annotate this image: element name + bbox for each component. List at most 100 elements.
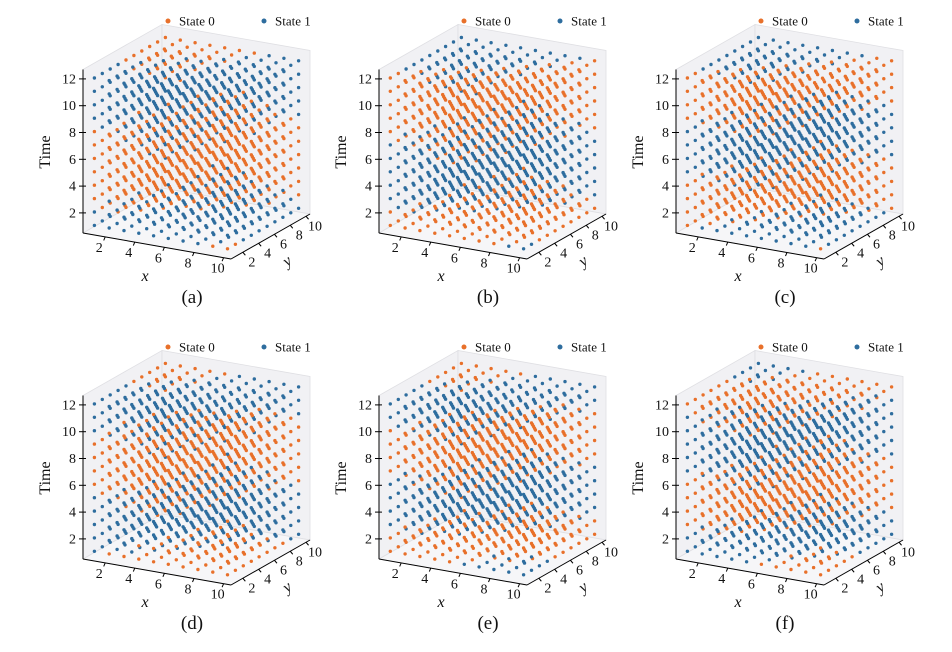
data-point xyxy=(447,113,452,117)
data-point xyxy=(866,126,870,130)
data-point xyxy=(834,117,839,121)
x-tick xyxy=(221,583,225,588)
data-point xyxy=(130,416,134,420)
z-tick-label: 12 xyxy=(62,72,76,87)
z-tick-label: 2 xyxy=(69,532,76,547)
data-point xyxy=(818,166,823,170)
data-point xyxy=(160,396,165,400)
data-point xyxy=(148,370,152,375)
data-point xyxy=(866,72,870,77)
data-point xyxy=(804,97,808,101)
data-point xyxy=(492,121,496,125)
data-point xyxy=(257,488,261,492)
data-point xyxy=(249,465,253,470)
data-point xyxy=(289,103,293,108)
data-point xyxy=(273,220,277,224)
data-point xyxy=(241,130,245,135)
data-point xyxy=(155,40,160,44)
data-point xyxy=(433,164,437,168)
data-point xyxy=(107,212,111,217)
data-point xyxy=(403,105,407,110)
data-point xyxy=(842,112,846,117)
data-point xyxy=(151,519,156,524)
data-point xyxy=(537,117,542,121)
data-point xyxy=(842,99,846,103)
data-point xyxy=(477,158,481,163)
data-point xyxy=(233,555,238,559)
z-tick-label: 6 xyxy=(69,479,76,494)
data-point xyxy=(273,126,277,130)
data-point xyxy=(234,409,239,413)
data-point xyxy=(715,161,719,166)
data-point xyxy=(281,215,285,219)
data-point xyxy=(592,152,597,157)
data-point xyxy=(504,43,508,47)
data-point xyxy=(561,157,565,161)
data-point xyxy=(212,411,216,415)
data-point xyxy=(433,110,437,115)
data-point xyxy=(205,78,209,82)
data-point xyxy=(403,172,407,176)
data-point xyxy=(273,492,277,496)
data-point xyxy=(448,75,453,79)
data-point xyxy=(211,177,215,181)
data-point xyxy=(241,184,245,188)
data-point xyxy=(569,99,573,103)
data-point xyxy=(265,197,269,202)
data-point xyxy=(122,407,126,411)
y-tick-label: 6 xyxy=(280,237,287,252)
x-tick-label: 10 xyxy=(507,262,521,277)
data-point xyxy=(561,130,565,135)
data-point xyxy=(166,236,170,241)
data-point xyxy=(92,549,97,553)
data-point xyxy=(740,44,745,49)
data-point xyxy=(569,179,573,184)
data-point xyxy=(249,220,253,224)
data-point xyxy=(122,121,126,126)
data-point xyxy=(211,503,215,507)
data-point xyxy=(219,105,223,110)
data-point xyxy=(804,190,808,195)
data-point xyxy=(204,549,208,554)
data-point xyxy=(241,144,245,148)
x-tick-label: 4 xyxy=(421,246,428,261)
data-point xyxy=(137,151,141,155)
data-point xyxy=(115,440,119,444)
data-point xyxy=(553,175,557,179)
data-point xyxy=(107,172,111,176)
data-point xyxy=(412,62,416,67)
data-point xyxy=(273,398,277,403)
data-point xyxy=(782,167,786,172)
data-point xyxy=(241,90,245,95)
data-point xyxy=(137,557,141,561)
data-point xyxy=(826,242,831,246)
data-point xyxy=(418,161,422,166)
z-tick-label: 2 xyxy=(365,206,372,221)
data-point xyxy=(495,59,499,63)
data-point xyxy=(108,67,112,71)
data-point xyxy=(730,204,734,208)
data-point xyxy=(282,382,286,386)
data-point xyxy=(759,223,764,227)
data-point xyxy=(514,119,519,123)
data-point xyxy=(159,435,164,439)
data-point xyxy=(296,398,301,402)
data-point xyxy=(723,77,727,81)
data-point xyxy=(577,161,581,166)
data-point xyxy=(289,470,293,474)
data-point xyxy=(730,151,734,155)
data-point xyxy=(241,211,245,215)
data-point xyxy=(196,215,200,219)
data-point xyxy=(241,157,245,161)
data-point xyxy=(426,224,430,228)
data-point xyxy=(818,247,823,251)
legend: State 0 State 1 xyxy=(758,14,904,29)
data-point xyxy=(281,447,285,452)
x-tick-label: 6 xyxy=(748,251,755,266)
data-point xyxy=(492,228,496,232)
data-point xyxy=(725,53,729,58)
data-point xyxy=(211,570,215,574)
data-point xyxy=(273,465,277,470)
data-point xyxy=(521,193,526,197)
